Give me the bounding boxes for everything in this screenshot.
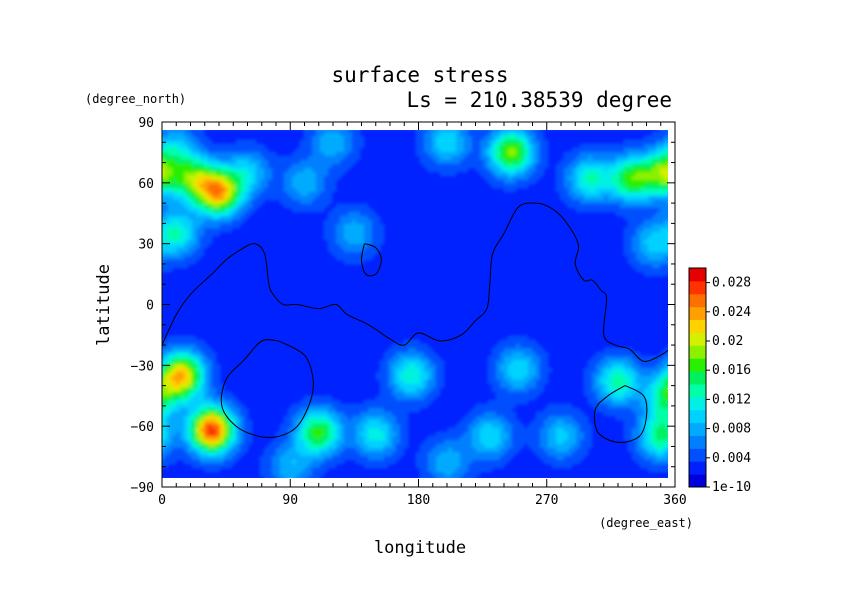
colorbar-band bbox=[689, 358, 706, 372]
colorbar-tick-label: 0.024 bbox=[712, 305, 751, 320]
x-tick-label: 180 bbox=[407, 493, 430, 508]
x-tick-label: 0 bbox=[158, 493, 166, 508]
y-tick-label: 0 bbox=[146, 299, 154, 314]
colorbar-band bbox=[689, 448, 706, 462]
x-unit-label: (degree_east) bbox=[599, 516, 693, 530]
colorbar-band bbox=[689, 409, 706, 424]
colorbar-band bbox=[689, 383, 706, 398]
colorbar-frame bbox=[688, 267, 707, 488]
colorbar-band bbox=[689, 332, 706, 346]
chart-subtitle: Ls = 210.38539 degree bbox=[406, 88, 672, 112]
colorbar-band bbox=[689, 319, 706, 333]
y-tick-label: −60 bbox=[131, 420, 154, 435]
colorbar-band bbox=[689, 268, 706, 282]
colorbar-tick-label: 0.016 bbox=[712, 363, 751, 378]
colorbar-band bbox=[689, 293, 706, 308]
colorbar-band bbox=[689, 371, 706, 385]
y-tick-label: 90 bbox=[138, 116, 154, 131]
colorbar-band bbox=[689, 396, 706, 411]
y-axis-ticks: −90 −60 −30 0 30 60 90 bbox=[131, 116, 675, 496]
x-tick-label: 90 bbox=[282, 493, 298, 508]
colorbar-tick-label: 0.028 bbox=[712, 276, 751, 291]
colorbar-ticks: 1e-10 0.004 0.008 0.012 0.016 0.02 0.024 0.028 bbox=[706, 276, 751, 495]
y-tick-label: −30 bbox=[131, 359, 154, 374]
contour-line bbox=[593, 385, 648, 444]
contour-line bbox=[360, 243, 382, 277]
colorbar-tick-label: 1e-10 bbox=[712, 480, 751, 495]
colorbar-band bbox=[689, 461, 706, 475]
heatmap-field bbox=[162, 130, 668, 478]
x-tick-label: 270 bbox=[535, 493, 558, 508]
y-unit-label: (degree_north) bbox=[85, 92, 186, 106]
colorbar-tick-label: 0.02 bbox=[712, 334, 743, 349]
y-tick-label: 60 bbox=[138, 177, 154, 192]
colorbar-band bbox=[689, 422, 706, 436]
colorbar-tick-label: 0.004 bbox=[712, 451, 751, 466]
colorbar-band bbox=[689, 280, 706, 295]
x-axis-ticks: 0 90 180 270 360 bbox=[158, 122, 687, 508]
colorbar-band bbox=[689, 345, 706, 359]
colorbar-tick-label: 0.008 bbox=[712, 422, 751, 437]
contour-line bbox=[162, 202, 668, 362]
y-axis-label: latitude bbox=[94, 264, 114, 346]
colorbar-band bbox=[689, 435, 706, 449]
colorbar bbox=[688, 267, 707, 488]
x-tick-label: 360 bbox=[663, 493, 686, 508]
contour-line bbox=[220, 339, 314, 439]
y-tick-label: −90 bbox=[131, 481, 154, 496]
x-axis-label: longitude bbox=[374, 538, 466, 558]
colorbar-band bbox=[689, 306, 706, 321]
colorbar-band bbox=[689, 474, 706, 488]
contour-lines bbox=[162, 202, 668, 444]
chart-title: surface stress bbox=[331, 63, 508, 87]
y-tick-label: 30 bbox=[138, 238, 154, 253]
colorbar-tick-label: 0.012 bbox=[712, 392, 751, 407]
